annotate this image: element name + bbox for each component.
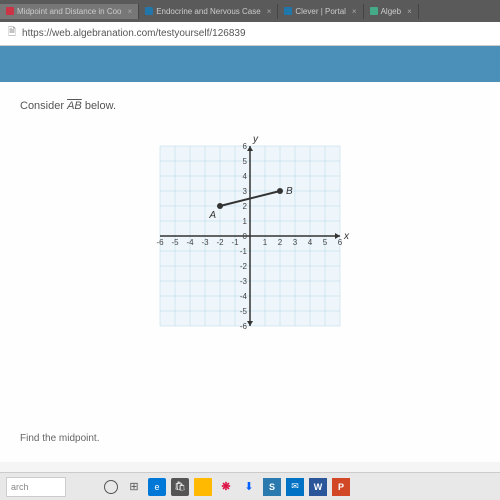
- svg-text:4: 4: [308, 238, 313, 247]
- tab-favicon: [145, 7, 153, 15]
- tab-3[interactable]: Algeb ×: [364, 4, 419, 19]
- find-midpoint-text: Find the midpoint.: [20, 433, 100, 444]
- coordinate-chart: -6-5-4-3-2-1123456-6-5-4-3-2-10123456yxA…: [140, 126, 360, 346]
- svg-text:-6: -6: [240, 322, 248, 331]
- task-icons: ⊞ e 🛍 ❋ ⬇ S ✉ W P: [102, 478, 350, 496]
- outlook-icon[interactable]: ✉: [286, 478, 304, 496]
- svg-text:5: 5: [243, 157, 248, 166]
- svg-text:-5: -5: [171, 238, 179, 247]
- svg-text:-3: -3: [201, 238, 209, 247]
- svg-text:-1: -1: [231, 238, 239, 247]
- tab-label: Midpoint and Distance in Coo: [17, 7, 122, 16]
- close-icon[interactable]: ×: [128, 7, 133, 16]
- task-view-icon[interactable]: ⊞: [125, 478, 143, 496]
- svg-text:5: 5: [323, 238, 328, 247]
- question-text: Consider AB below.: [20, 100, 480, 112]
- store-icon[interactable]: 🛍: [171, 478, 189, 496]
- svg-text:-2: -2: [240, 262, 248, 271]
- tab-favicon: [370, 7, 378, 15]
- svg-text:y: y: [252, 134, 259, 145]
- close-icon[interactable]: ×: [352, 7, 357, 16]
- chart-container: -6-5-4-3-2-1123456-6-5-4-3-2-10123456yxA…: [20, 126, 480, 346]
- svg-text:-5: -5: [240, 307, 248, 316]
- taskbar: arch ⊞ e 🛍 ❋ ⬇ S ✉ W P: [0, 472, 500, 500]
- skype-icon[interactable]: S: [263, 478, 281, 496]
- svg-text:0: 0: [243, 232, 248, 241]
- svg-text:-4: -4: [186, 238, 194, 247]
- question-suffix: below.: [82, 100, 116, 112]
- svg-text:A: A: [208, 210, 216, 221]
- cortana-icon[interactable]: [102, 478, 120, 496]
- svg-text:2: 2: [243, 202, 248, 211]
- svg-text:3: 3: [243, 187, 248, 196]
- svg-text:-1: -1: [240, 247, 248, 256]
- svg-text:1: 1: [263, 238, 268, 247]
- url-text: https://web.algebranation.com/testyourse…: [22, 28, 245, 39]
- svg-text:3: 3: [293, 238, 298, 247]
- tab-0[interactable]: Midpoint and Distance in Coo ×: [0, 4, 139, 19]
- svg-text:-3: -3: [240, 277, 248, 286]
- word-icon[interactable]: W: [309, 478, 327, 496]
- svg-text:6: 6: [243, 142, 248, 151]
- tab-favicon: [6, 7, 14, 15]
- search-input[interactable]: arch: [6, 477, 66, 497]
- content-area: Consider AB below. -6-5-4-3-2-1123456-6-…: [0, 82, 500, 462]
- svg-text:-2: -2: [216, 238, 224, 247]
- file-explorer-icon[interactable]: [194, 478, 212, 496]
- svg-text:x: x: [343, 231, 350, 242]
- svg-text:1: 1: [243, 217, 248, 226]
- question-prefix: Consider: [20, 100, 67, 112]
- svg-text:-4: -4: [240, 292, 248, 301]
- svg-text:B: B: [286, 186, 293, 197]
- app-icon[interactable]: ❋: [217, 478, 235, 496]
- close-icon[interactable]: ×: [267, 7, 272, 16]
- dropbox-icon[interactable]: ⬇: [240, 478, 258, 496]
- edge-icon[interactable]: e: [148, 478, 166, 496]
- tab-label: Algeb: [381, 7, 401, 16]
- tab-bar: Midpoint and Distance in Coo×Endocrine a…: [0, 0, 500, 22]
- page-icon: 🗎: [8, 25, 16, 42]
- svg-text:2: 2: [278, 238, 283, 247]
- tab-label: Endocrine and Nervous Case: [156, 7, 261, 16]
- svg-text:4: 4: [243, 172, 248, 181]
- segment-label: AB: [67, 100, 82, 112]
- svg-text:6: 6: [338, 238, 343, 247]
- tab-favicon: [284, 7, 292, 15]
- powerpoint-icon[interactable]: P: [332, 478, 350, 496]
- tab-2[interactable]: Clever | Portal ×: [278, 4, 363, 19]
- close-icon[interactable]: ×: [407, 7, 412, 16]
- header-band: [0, 46, 500, 82]
- svg-text:-6: -6: [156, 238, 164, 247]
- tab-1[interactable]: Endocrine and Nervous Case ×: [139, 4, 278, 19]
- tab-label: Clever | Portal: [295, 7, 346, 16]
- url-bar: 🗎 https://web.algebranation.com/testyour…: [0, 22, 500, 46]
